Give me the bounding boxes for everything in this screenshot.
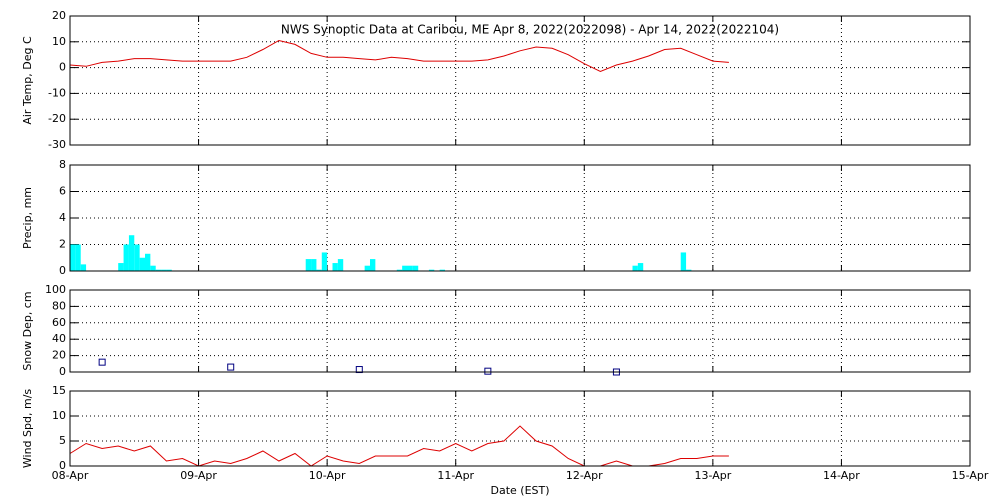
y-axis-label: Snow Dep, cm	[21, 291, 34, 370]
y-axis-label: Wind Spd, m/s	[21, 389, 34, 469]
y-tick-label: 10	[52, 409, 66, 422]
bar	[161, 269, 167, 271]
bar	[407, 265, 413, 271]
x-tick-label: 11-Apr	[437, 469, 474, 482]
bar	[316, 269, 322, 271]
y-tick-label: 0	[59, 61, 66, 74]
bar	[166, 269, 172, 271]
y-tick-label: -10	[48, 86, 66, 99]
y-tick-label: 100	[45, 283, 66, 296]
bar	[80, 264, 87, 271]
y-tick-label: 6	[59, 185, 66, 198]
point	[484, 367, 492, 375]
bar	[311, 259, 317, 271]
plot-frame	[69, 390, 971, 467]
y-tick-label: 4	[59, 211, 66, 224]
bar	[439, 269, 445, 271]
bar	[134, 244, 140, 271]
bar	[396, 269, 403, 271]
y-tick-label: -30	[48, 138, 66, 151]
y-tick-label: 15	[52, 384, 66, 397]
y-tick-label: 0	[59, 365, 66, 378]
x-tick-label: 15-Apr	[952, 469, 989, 482]
line	[69, 39, 729, 73]
x-tick-label: 13-Apr	[694, 469, 731, 482]
x-tick-label: 12-Apr	[566, 469, 603, 482]
y-tick-label: 60	[52, 316, 66, 329]
bar	[155, 269, 162, 271]
bar	[686, 269, 692, 271]
y-tick-label: 80	[52, 299, 66, 312]
x-tick-label: 08-Apr	[52, 469, 89, 482]
plot-frame	[69, 289, 971, 373]
point	[227, 363, 235, 371]
y-axis-label: Air Temp, Deg C	[21, 36, 34, 125]
bar	[145, 253, 151, 271]
bar	[402, 265, 408, 271]
bar	[637, 263, 644, 271]
y-tick-label: 8	[59, 158, 66, 171]
y-tick-label: 2	[59, 238, 66, 251]
bar	[370, 259, 376, 271]
y-tick-label: 5	[59, 434, 66, 447]
plot-frame	[69, 15, 971, 146]
x-axis-label: Date (EST)	[490, 484, 549, 497]
x-tick-label: 14-Apr	[823, 469, 860, 482]
point	[355, 366, 363, 374]
y-axis-label: Precip, mm	[21, 187, 34, 249]
bar	[70, 244, 76, 271]
x-tick-label: 09-Apr	[180, 469, 217, 482]
y-tick-label: 0	[59, 264, 66, 277]
bar	[632, 265, 638, 271]
line	[69, 425, 729, 467]
y-tick-label: 10	[52, 35, 66, 48]
bar	[321, 252, 328, 271]
point	[98, 358, 106, 366]
bar	[128, 235, 135, 271]
y-tick-label: -20	[48, 112, 66, 125]
y-tick-label: 20	[52, 9, 66, 22]
bar	[118, 263, 124, 271]
bar	[428, 269, 435, 271]
y-tick-label: 20	[52, 349, 66, 362]
plot-frame	[69, 164, 971, 272]
chart-title: NWS Synoptic Data at Caribou, ME Apr 8, …	[281, 23, 779, 37]
bar	[150, 265, 156, 271]
bar	[364, 265, 370, 271]
bar	[123, 244, 129, 271]
x-tick-label: 10-Apr	[309, 469, 346, 482]
y-tick-label: 40	[52, 332, 66, 345]
bar	[305, 259, 312, 271]
y-tick-label: 0	[59, 459, 66, 472]
bar	[412, 265, 419, 271]
bar	[75, 244, 81, 271]
bar	[139, 257, 145, 271]
bar	[337, 259, 344, 271]
bar	[680, 252, 687, 271]
bar	[332, 263, 338, 271]
